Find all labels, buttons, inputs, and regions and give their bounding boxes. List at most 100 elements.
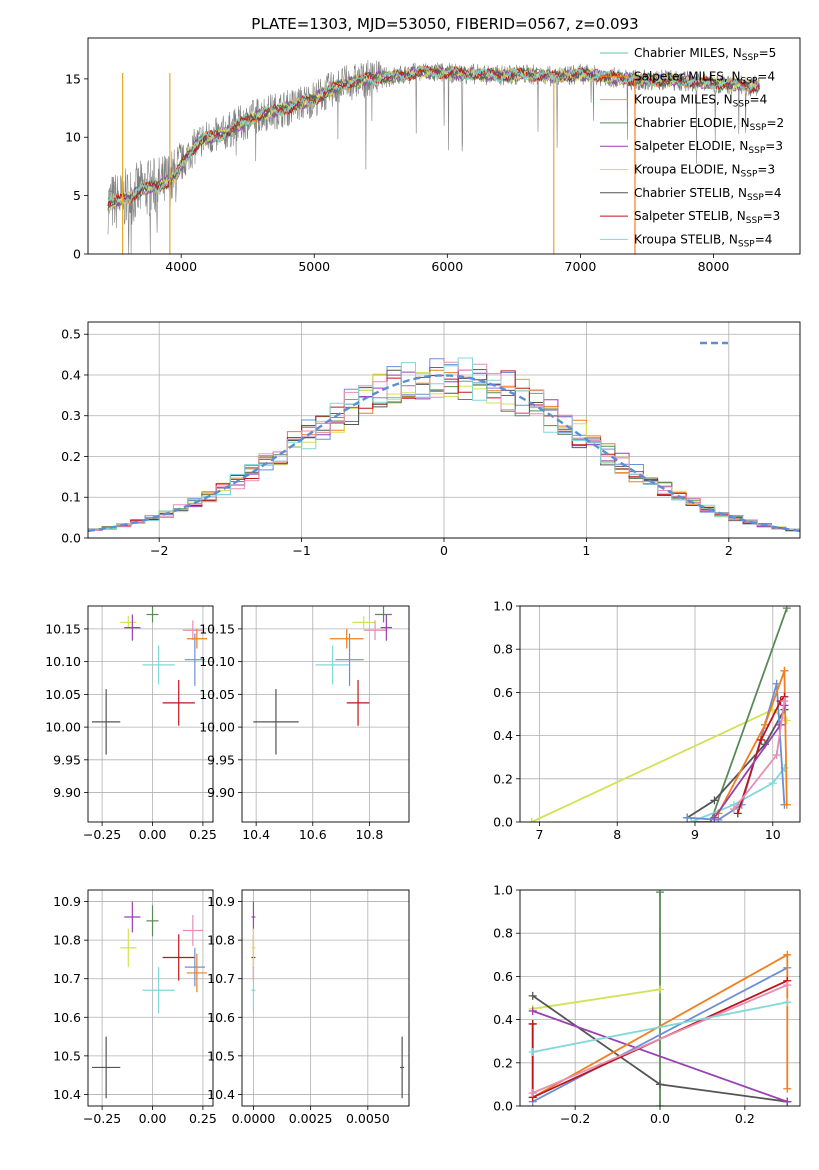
data-point (329, 628, 364, 649)
axes-frame (87, 321, 801, 539)
y-tick-label: 10.15 (45, 621, 81, 636)
weight-line-3 (690, 767, 786, 822)
points (92, 606, 207, 755)
axes-weight_vs_age: 7 8 9 10 0.0 0.2 0.4 0.6 0.8 1.0 (493, 599, 801, 842)
x-tick-label: 0.25 (189, 827, 217, 842)
data-point (184, 947, 205, 987)
data-point (182, 620, 203, 641)
x-tick-label: 0.0050 (346, 1111, 390, 1126)
axes-age_vs_Z: −0.25 0.00 0.25 9.90 9.95 10.00 10.05 10.10 10.1… (45, 605, 217, 842)
y-tick-label: 0.1 (61, 490, 81, 505)
axes-mass_vs_EBV: 0.0000 0.0025 0.0050 10.4 10.5 10.6 10.7 10.8 10… (207, 889, 410, 1126)
weight-marker (772, 751, 781, 760)
y-tick-label: 10.9 (207, 894, 235, 909)
x-tick-label: 7000 (565, 259, 597, 274)
weight-marker (780, 666, 789, 675)
y-tick-label: 10.5 (53, 1048, 81, 1063)
legend-label: Kroupa STELIB, N (634, 232, 738, 246)
axes-frame (519, 605, 801, 823)
legend-tail: =5 (759, 46, 777, 60)
data-point (375, 606, 393, 623)
y-tick-label: 9.95 (207, 752, 235, 767)
weight-marker (528, 1089, 537, 1098)
legend-label: Salpeter STELIB, N (634, 209, 746, 223)
y-tick-label: 10.6 (53, 1010, 81, 1025)
y-tick-label: 1.0 (493, 599, 513, 614)
y-tick-label: 10.8 (53, 933, 81, 948)
data-point (120, 615, 137, 629)
model-spectrum-6 (107, 64, 760, 211)
legend-entry: Salpeter ELODIE, NSSP=3 (634, 139, 783, 156)
legend-tail: =3 (757, 163, 775, 177)
y-tick-label: 0.2 (493, 1055, 513, 1070)
legend-tail: =4 (755, 232, 773, 246)
y-tick-label: 0.2 (61, 449, 81, 464)
weight-marker (527, 818, 536, 822)
x-tick-label: 0.25 (189, 1111, 217, 1126)
y-tick-label: 1.0 (493, 883, 513, 898)
y-tick-label: 10.00 (199, 720, 235, 735)
y-tick-label: 10.4 (53, 1087, 81, 1102)
legend-label: Chabrier MILES, N (634, 46, 742, 60)
data-point (92, 689, 121, 755)
weight-marker (656, 1102, 664, 1106)
legend-label: Kroupa ELODIE, N (634, 163, 741, 177)
data-point (120, 928, 137, 968)
y-tick-label: 0.6 (493, 969, 513, 984)
model-spectrum-8 (107, 65, 760, 205)
y-tick-label: 10.10 (199, 654, 235, 669)
weight-marker (783, 950, 792, 959)
histogram-8 (88, 357, 800, 533)
weight-marker (656, 985, 664, 994)
legend-sub: SSP (742, 53, 759, 63)
spectrum-lines (107, 60, 761, 254)
legend-label: Chabrier STELIB, N (634, 186, 747, 200)
data-point (380, 614, 393, 641)
data-point (251, 967, 256, 1014)
y-tick-label: 0 (73, 247, 81, 262)
data-point (251, 901, 256, 933)
weight-marker (783, 981, 792, 990)
x-tick-label: −0.25 (83, 1111, 121, 1126)
x-tick-label: 7 (535, 827, 543, 842)
axes-frame (87, 37, 801, 255)
legend-entry: Chabrier ELODIE, NSSP=2 (634, 116, 784, 133)
legend-entry: Salpeter STELIB, NSSP=3 (634, 209, 780, 226)
data-point (162, 679, 195, 726)
x-tick-label: 4000 (165, 259, 197, 274)
axes-frame (87, 605, 214, 823)
legend-label: Kroupa MILES, N (634, 93, 733, 107)
weight-marker (528, 991, 537, 1000)
data-point (335, 633, 364, 686)
x-tick-label: 0.00 (139, 1111, 167, 1126)
legend-entry: Kroupa MILES, NSSP=4 (634, 93, 767, 110)
x-tick-label: 0.0 (650, 1111, 670, 1126)
y-tick-label: 0.4 (493, 728, 513, 743)
weight-marker (757, 735, 766, 744)
weight-marker (687, 818, 696, 822)
legend-label: Salpeter ELODIE, N (634, 139, 748, 153)
normal-curve (88, 374, 800, 533)
weight-marker (783, 998, 792, 1007)
y-tick-label: 0.5 (61, 327, 81, 342)
y-tick-label: 10.15 (199, 621, 235, 636)
y-tick-label: 10.8 (207, 933, 235, 948)
x-tick-label: 0.0025 (289, 1111, 333, 1126)
y-tick-label: 9.95 (53, 752, 81, 767)
x-tick-label: 10.4 (242, 827, 270, 842)
y-tick-label: 10.10 (45, 654, 81, 669)
points (92, 901, 207, 1099)
weight-marker (768, 779, 777, 788)
weight-line-0 (531, 708, 788, 822)
y-tick-label: 0.0 (493, 815, 513, 830)
y-tick-label: 5 (73, 188, 81, 203)
legend-sub: SSP (741, 76, 758, 86)
y-tick-label: 10.7 (53, 971, 81, 986)
data-point (142, 645, 175, 685)
x-tick-label: 5000 (298, 259, 330, 274)
data-point (146, 905, 159, 937)
x-tick-label: 0.00 (139, 827, 167, 842)
weight-marker (710, 796, 719, 805)
